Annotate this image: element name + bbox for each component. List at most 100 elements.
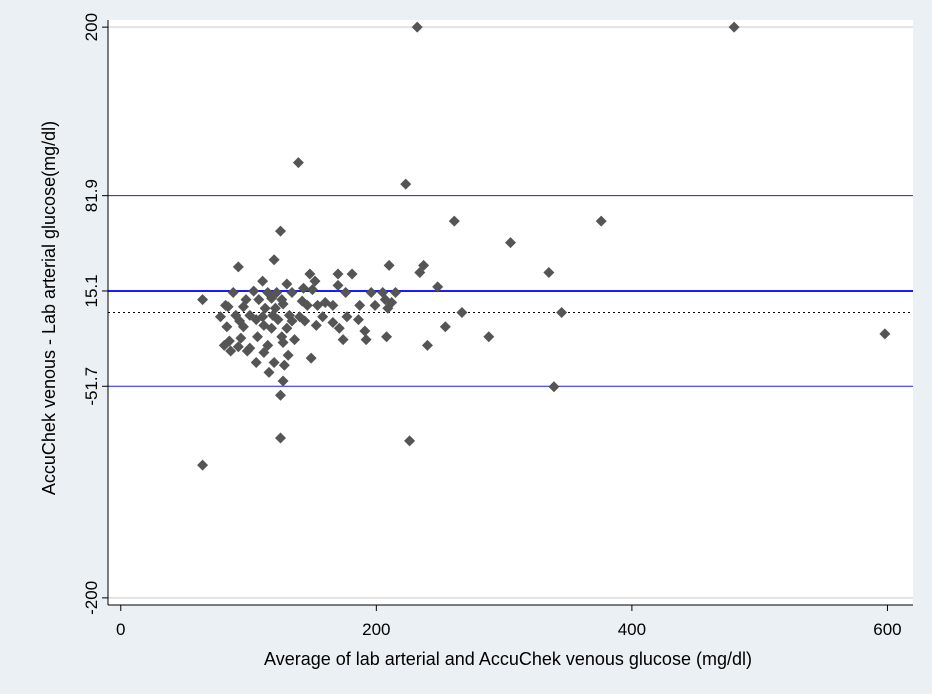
data-point <box>448 215 460 227</box>
data-point <box>272 314 284 326</box>
data-point <box>221 321 233 333</box>
data-point <box>317 311 329 323</box>
data-point <box>286 315 298 327</box>
data-point <box>286 287 298 299</box>
data-point <box>305 352 317 364</box>
data-point <box>414 267 426 279</box>
data-point <box>556 307 568 318</box>
data-point <box>352 314 364 326</box>
data-point <box>360 334 372 346</box>
data-point <box>332 279 344 291</box>
data-point <box>354 299 366 311</box>
data-point <box>333 322 345 334</box>
data-point <box>421 339 433 351</box>
data-point <box>548 381 560 393</box>
data-point <box>327 316 339 328</box>
data-point <box>268 356 280 368</box>
data-point <box>359 325 371 337</box>
data-point <box>237 321 249 333</box>
data-point <box>332 268 344 280</box>
data-point <box>411 21 423 33</box>
y-tick-label: -51.7 <box>82 367 101 406</box>
data-point <box>728 21 740 33</box>
data-point <box>505 237 516 249</box>
data-point <box>381 331 393 343</box>
data-point <box>483 331 495 343</box>
data-point <box>382 302 394 314</box>
data-point <box>365 287 377 299</box>
reference-lines <box>108 195 913 387</box>
data-point <box>337 334 349 346</box>
data-point <box>292 157 304 169</box>
data-point <box>439 321 451 333</box>
data-point <box>277 298 289 310</box>
data-point <box>266 322 278 334</box>
data-point <box>248 285 260 297</box>
data-point <box>266 292 278 304</box>
data-point <box>259 302 271 314</box>
data-point <box>235 332 247 344</box>
data-point <box>250 314 262 326</box>
data-point <box>327 299 339 311</box>
data-point <box>277 375 289 387</box>
data-point <box>222 301 234 313</box>
data-point <box>312 299 324 311</box>
data-point <box>298 282 309 294</box>
x-tick-label: 200 <box>362 620 390 639</box>
scatter-points <box>197 21 891 471</box>
data-point <box>227 287 239 299</box>
data-point <box>299 315 311 327</box>
data-point <box>241 345 253 357</box>
data-point <box>341 311 353 323</box>
data-point <box>289 334 301 346</box>
data-point <box>543 267 555 279</box>
data-point <box>275 432 286 444</box>
x-tick-label: 0 <box>116 620 125 639</box>
data-point <box>281 322 293 334</box>
data-point <box>281 278 293 290</box>
data-point <box>278 359 290 371</box>
data-point <box>197 294 209 306</box>
data-point <box>218 339 230 351</box>
data-point <box>263 366 275 378</box>
y-tick-label: -200 <box>82 581 101 615</box>
data-point <box>237 301 249 313</box>
data-point <box>250 356 262 368</box>
x-tick-label: 400 <box>618 620 646 639</box>
data-point <box>390 287 401 299</box>
axes <box>102 20 913 611</box>
data-point <box>879 328 891 340</box>
data-point <box>306 284 318 296</box>
y-tick-label: 15.1 <box>82 274 101 307</box>
data-point <box>282 349 294 361</box>
data-point <box>268 254 280 266</box>
data-point <box>275 389 286 401</box>
data-point <box>301 299 313 311</box>
data-point <box>595 215 607 227</box>
data-point <box>257 275 269 287</box>
data-point <box>232 261 244 273</box>
y-tick-label: 81.9 <box>82 179 101 212</box>
data-point <box>258 346 270 358</box>
data-point <box>252 331 263 343</box>
data-point <box>432 281 444 293</box>
data-point <box>309 275 321 287</box>
data-point <box>275 225 286 237</box>
data-point <box>346 268 358 280</box>
x-axis-title: Average of lab arterial and AccuChek ven… <box>264 649 752 669</box>
data-point <box>456 307 468 318</box>
data-point <box>304 268 316 280</box>
data-point <box>232 341 244 353</box>
y-axis-title: AccuChek venous - Lab arterial glucose(m… <box>39 121 59 495</box>
data-point <box>214 311 226 323</box>
data-point <box>253 294 265 306</box>
data-point <box>310 319 322 331</box>
data-point <box>197 459 209 471</box>
data-point <box>369 299 381 311</box>
data-point <box>400 178 412 190</box>
data-point <box>340 287 352 299</box>
x-tick-label: 600 <box>873 620 901 639</box>
grid-layer <box>108 26 913 599</box>
data-point <box>225 345 237 357</box>
